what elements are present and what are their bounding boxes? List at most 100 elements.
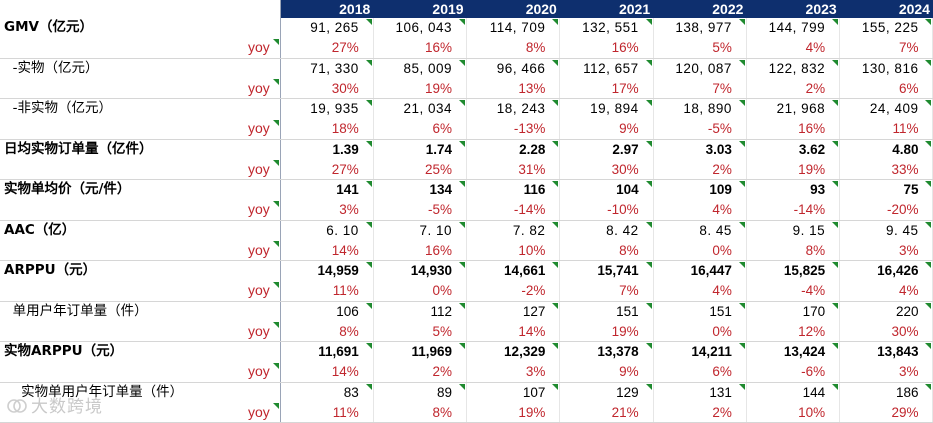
yoy-value-cell[interactable]: 3% <box>839 361 933 383</box>
yoy-value-cell[interactable]: 30% <box>839 321 933 343</box>
yoy-value-cell[interactable]: 2% <box>653 402 747 423</box>
value-cell[interactable]: 144 <box>746 382 841 403</box>
year-header[interactable]: 2022 <box>653 0 747 18</box>
yoy-value-cell[interactable]: 19% <box>466 402 561 423</box>
value-cell[interactable]: 15,825 <box>746 260 841 281</box>
yoy-value-cell[interactable]: 6% <box>839 78 933 100</box>
value-cell[interactable]: 12,329 <box>466 341 561 362</box>
yoy-value-cell[interactable]: 19% <box>746 159 841 181</box>
value-cell[interactable]: 7. 10 <box>373 220 468 241</box>
yoy-value-cell[interactable]: 7% <box>653 78 747 100</box>
yoy-value-cell[interactable]: 3% <box>280 199 374 221</box>
row-label[interactable]: AAC（亿） <box>4 221 76 238</box>
yoy-value-cell[interactable]: 3% <box>839 240 933 262</box>
yoy-value-cell[interactable]: 21% <box>559 402 654 423</box>
yoy-value-cell[interactable]: 2% <box>373 361 468 383</box>
yoy-value-cell[interactable]: 10% <box>466 240 561 262</box>
yoy-value-cell[interactable]: -6% <box>746 361 841 383</box>
row-label[interactable]: 实物单均价（元/件） <box>4 181 131 198</box>
value-cell[interactable]: 4.80 <box>839 139 933 160</box>
yoy-value-cell[interactable]: 8% <box>559 240 654 262</box>
yoy-value-cell[interactable]: 10% <box>746 402 841 423</box>
year-header[interactable]: 2019 <box>373 0 467 18</box>
value-cell[interactable]: 112, 657 <box>559 58 654 79</box>
value-cell[interactable]: 2.28 <box>466 139 561 160</box>
value-cell[interactable]: 131 <box>653 382 747 403</box>
value-cell[interactable]: 170 <box>746 301 841 322</box>
value-cell[interactable]: 75 <box>839 179 933 200</box>
yoy-label[interactable]: yoy <box>244 37 281 59</box>
value-cell[interactable]: 106 <box>280 301 374 322</box>
yoy-value-cell[interactable]: 11% <box>839 118 933 140</box>
yoy-value-cell[interactable]: 30% <box>559 159 654 181</box>
yoy-value-cell[interactable]: -14% <box>466 199 561 221</box>
yoy-value-cell[interactable]: 7% <box>559 280 654 302</box>
yoy-label[interactable]: yoy <box>244 78 281 100</box>
value-cell[interactable]: 144, 799 <box>746 18 841 38</box>
yoy-value-cell[interactable]: 6% <box>373 118 468 140</box>
year-header[interactable]: 2023 <box>746 0 840 18</box>
yoy-value-cell[interactable]: 4% <box>653 199 747 221</box>
value-cell[interactable]: 112 <box>373 301 468 322</box>
yoy-value-cell[interactable]: 31% <box>466 159 561 181</box>
value-cell[interactable]: 138, 977 <box>653 18 747 38</box>
value-cell[interactable]: 9. 45 <box>839 220 933 241</box>
yoy-value-cell[interactable]: 8% <box>746 240 841 262</box>
row-label[interactable]: -实物（亿元） <box>4 59 99 76</box>
value-cell[interactable]: 13,378 <box>559 341 654 362</box>
row-label[interactable]: -非实物（亿元） <box>4 100 112 117</box>
yoy-value-cell[interactable]: 2% <box>746 78 841 100</box>
row-label[interactable]: 单用户年订单量（件） <box>4 302 148 319</box>
yoy-value-cell[interactable]: -5% <box>653 118 747 140</box>
yoy-value-cell[interactable]: 0% <box>653 240 747 262</box>
value-cell[interactable]: 107 <box>466 382 561 403</box>
yoy-value-cell[interactable]: -2% <box>466 280 561 302</box>
year-header[interactable]: 2020 <box>466 0 560 18</box>
value-cell[interactable]: 14,661 <box>466 260 561 281</box>
yoy-value-cell[interactable]: 29% <box>839 402 933 423</box>
yoy-value-cell[interactable]: 0% <box>373 280 468 302</box>
yoy-value-cell[interactable]: 16% <box>373 37 468 59</box>
value-cell[interactable]: 18, 890 <box>653 98 747 119</box>
value-cell[interactable]: 1.39 <box>280 139 374 160</box>
value-cell[interactable]: 151 <box>559 301 654 322</box>
value-cell[interactable]: 15,741 <box>559 260 654 281</box>
value-cell[interactable]: 134 <box>373 179 468 200</box>
yoy-value-cell[interactable]: 12% <box>746 321 841 343</box>
value-cell[interactable]: 141 <box>280 179 374 200</box>
yoy-value-cell[interactable]: 14% <box>280 361 374 383</box>
value-cell[interactable]: 14,930 <box>373 260 468 281</box>
value-cell[interactable]: 186 <box>839 382 933 403</box>
yoy-value-cell[interactable]: 5% <box>373 321 468 343</box>
value-cell[interactable]: 132, 551 <box>559 18 654 38</box>
value-cell[interactable]: 3.62 <box>746 139 841 160</box>
yoy-value-cell[interactable]: -20% <box>839 199 933 221</box>
yoy-value-cell[interactable]: 9% <box>559 361 654 383</box>
yoy-value-cell[interactable]: 8% <box>280 321 374 343</box>
yoy-value-cell[interactable]: 17% <box>559 78 654 100</box>
yoy-label[interactable]: yoy <box>244 240 281 262</box>
yoy-value-cell[interactable]: 8% <box>373 402 468 423</box>
yoy-value-cell[interactable]: 5% <box>653 37 747 59</box>
value-cell[interactable]: 155, 225 <box>839 18 933 38</box>
value-cell[interactable]: 13,424 <box>746 341 841 362</box>
yoy-value-cell[interactable]: 33% <box>839 159 933 181</box>
value-cell[interactable]: 11,969 <box>373 341 468 362</box>
yoy-label[interactable]: yoy <box>244 321 281 343</box>
year-header[interactable]: 2021 <box>559 0 654 18</box>
yoy-value-cell[interactable]: 13% <box>466 78 561 100</box>
value-cell[interactable]: 1.74 <box>373 139 468 160</box>
value-cell[interactable]: 8. 45 <box>653 220 747 241</box>
yoy-value-cell[interactable]: -5% <box>373 199 468 221</box>
value-cell[interactable]: 106, 043 <box>373 18 468 38</box>
yoy-value-cell[interactable]: 2% <box>653 159 747 181</box>
value-cell[interactable]: 116 <box>466 179 561 200</box>
value-cell[interactable]: 13,843 <box>839 341 933 362</box>
yoy-value-cell[interactable]: -10% <box>559 199 654 221</box>
value-cell[interactable]: 96, 466 <box>466 58 561 79</box>
row-label[interactable]: 日均实物订单量（亿件） <box>4 140 153 157</box>
value-cell[interactable]: 129 <box>559 382 654 403</box>
row-label[interactable]: 实物单用户年订单量（件） <box>4 383 184 400</box>
yoy-value-cell[interactable]: 14% <box>280 240 374 262</box>
value-cell[interactable]: 130, 816 <box>839 58 933 79</box>
